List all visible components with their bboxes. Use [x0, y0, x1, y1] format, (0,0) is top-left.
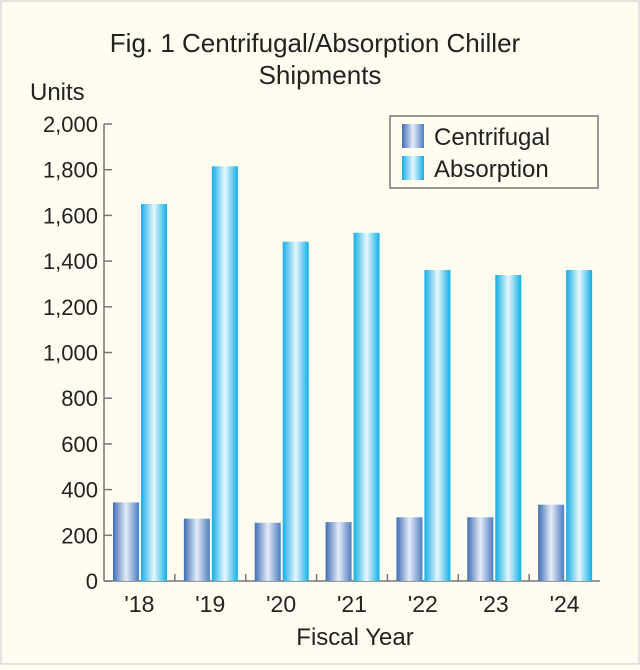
x-tick-label: '19 — [195, 591, 225, 617]
chart-title: Fig. 1 Centrifugal/Absorption Chiller — [110, 28, 521, 58]
y-tick-label: 200 — [61, 523, 98, 548]
y-tick-label: 1,600 — [43, 203, 98, 228]
x-axis-label: Fiscal Year — [296, 624, 413, 651]
legend-label-centrifugal: Centrifugal — [434, 124, 550, 151]
x-tick-label: '23 — [479, 591, 509, 617]
bar-centrifugal-19 — [183, 518, 210, 581]
bar-absorption-19 — [211, 166, 238, 581]
legend-swatch-absorption — [402, 156, 424, 180]
legend: Centrifugal Absorption — [389, 115, 599, 189]
y-tick-label: 400 — [61, 478, 98, 503]
bar-centrifugal-22 — [396, 517, 423, 581]
y-tick-label: 1,400 — [43, 249, 98, 274]
legend-box — [389, 115, 599, 189]
x-tick-label: '18 — [124, 591, 154, 617]
bar-absorption-24 — [566, 270, 593, 581]
y-tick-label: 1,000 — [43, 341, 98, 366]
bar-absorption-18 — [141, 203, 167, 581]
bar-absorption-21 — [353, 232, 380, 582]
y-tick-label: 1,200 — [43, 295, 98, 320]
x-tick-label: '21 — [337, 591, 367, 617]
y-axis-label: Units — [30, 79, 85, 106]
y-tick-label: 800 — [61, 386, 98, 411]
bar-centrifugal-20 — [254, 522, 281, 581]
x-tick-label: '20 — [266, 591, 296, 617]
x-tick-label: '22 — [408, 591, 438, 617]
bar-centrifugal-24 — [538, 504, 565, 581]
bar-centrifugal-18 — [113, 502, 139, 581]
bar-centrifugal-21 — [325, 522, 352, 581]
x-tick-label: '24 — [550, 591, 580, 617]
bar-absorption-22 — [424, 270, 451, 581]
y-tick-label: 2,000 — [43, 112, 98, 137]
legend-label-absorption: Absorption — [434, 156, 549, 183]
bar-absorption-23 — [495, 275, 522, 581]
y-tick-label: 600 — [61, 432, 98, 457]
y-tick-label: 1,800 — [43, 158, 98, 183]
bar-absorption-20 — [282, 241, 309, 582]
chart-title-line2: Shipments — [259, 60, 382, 90]
legend-swatch-centrifugal — [402, 124, 424, 148]
bar-centrifugal-23 — [467, 517, 494, 581]
y-tick-label: 0 — [86, 569, 98, 594]
